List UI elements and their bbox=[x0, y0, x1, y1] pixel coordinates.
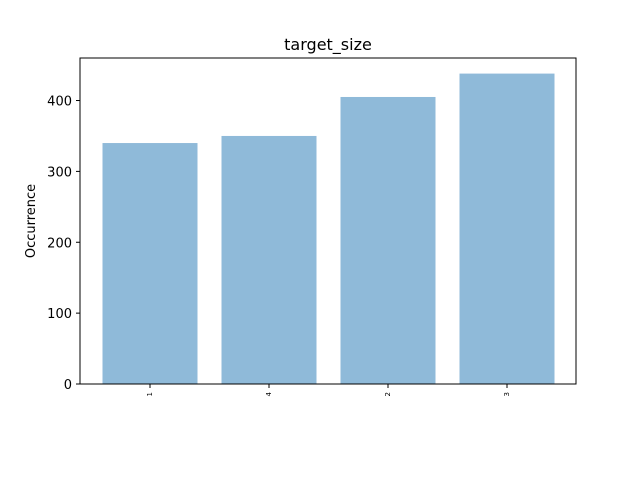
y-tick-label-300: 300 bbox=[47, 165, 72, 180]
x-tick-label-3: 3 bbox=[503, 392, 511, 396]
bars-group bbox=[102, 73, 555, 384]
bar-3 bbox=[459, 73, 555, 384]
x-tick-label-1: 1 bbox=[146, 392, 154, 396]
bar-1 bbox=[102, 143, 198, 384]
y-tick-label-100: 100 bbox=[47, 307, 72, 322]
y-tick-label-400: 400 bbox=[47, 95, 72, 110]
bar-2 bbox=[340, 96, 436, 384]
bar-4 bbox=[221, 135, 317, 384]
x-axis: 1 4 2 3 bbox=[146, 384, 511, 396]
y-axis-label: Occurrence bbox=[24, 184, 39, 258]
y-axis: 0 100 200 300 400 bbox=[47, 95, 80, 393]
x-tick-label-4: 4 bbox=[265, 391, 273, 396]
chart-title: target_size bbox=[284, 35, 372, 55]
x-tick-label-2: 2 bbox=[384, 392, 392, 396]
y-tick-label-0: 0 bbox=[64, 378, 72, 393]
y-tick-label-200: 200 bbox=[47, 236, 72, 251]
plot-frame bbox=[79, 57, 577, 385]
